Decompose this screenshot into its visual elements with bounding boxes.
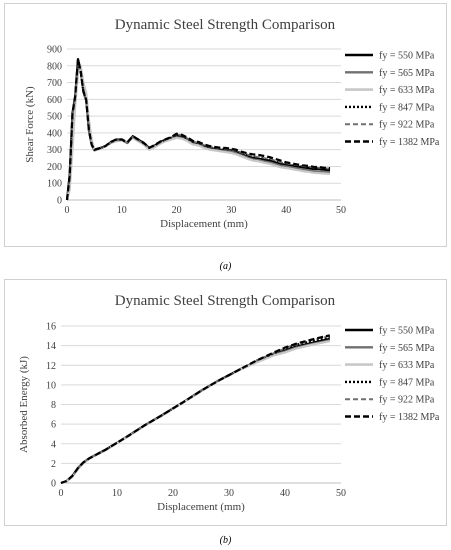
chart-title: Dynamic Steel Strength Comparison <box>115 17 336 33</box>
x-tick-label: 50 <box>336 205 346 216</box>
legend-entry: fy = 633 MPa <box>379 360 435 371</box>
y-tick-label: 0 <box>57 196 62 207</box>
x-tick-label: 20 <box>168 488 178 499</box>
y-tick-label: 2 <box>51 459 56 470</box>
legend-entry: fy = 633 MPa <box>379 85 435 96</box>
series-line-3 <box>65 64 331 201</box>
series-line-3 <box>60 340 331 485</box>
series-line-1 <box>60 337 331 485</box>
legend-entry: fy = 565 MPa <box>379 343 435 354</box>
y-tick-label: 16 <box>46 322 56 333</box>
absorbed-energy-chart: Dynamic Steel Strength Comparison 0 2 4 6 8 10… <box>18 293 440 513</box>
legend-entry: fy = 847 MPa <box>379 377 435 388</box>
caption-a: (a) <box>219 261 232 272</box>
y-axis-label: Shear Force (kN) <box>24 86 36 163</box>
series-line-4 <box>60 335 331 484</box>
x-tick-label: 10 <box>112 488 122 499</box>
series-line-4 <box>66 58 331 201</box>
series-line-5 <box>66 59 331 201</box>
shear-force-chart: Dynamic Steel Strength Comparison0100200… <box>24 17 440 230</box>
y-tick-label: 500 <box>47 112 62 123</box>
legend-entry: fy = 922 MPa <box>379 120 435 131</box>
y-tick-label: 300 <box>47 145 62 156</box>
x-tick-label: 40 <box>281 205 291 216</box>
y-tick-label: 700 <box>47 78 62 89</box>
series-line-2 <box>60 339 331 484</box>
x-tick-label: 10 <box>117 205 127 216</box>
legend-entry: fy = 1382 MPa <box>379 412 440 423</box>
legend-entry: fy = 550 MPa <box>379 326 435 337</box>
y-tick-label: 0 <box>51 479 56 490</box>
chart-panel-absorbed-energy: Dynamic Steel Strength Comparison 0 2 4 6 8 10… <box>4 279 447 526</box>
x-tick-label: 30 <box>224 488 234 499</box>
y-tick-label: 400 <box>47 128 62 139</box>
legend-entry: fy = 1382 MPa <box>379 137 440 148</box>
x-tick-label: 30 <box>226 205 236 216</box>
legend-entry: fy = 847 MPa <box>379 102 435 113</box>
series-line-1 <box>65 57 331 201</box>
x-tick-label: 0 <box>65 205 70 216</box>
chart-title: Dynamic Steel Strength Comparison <box>115 293 336 309</box>
y-tick-label: 6 <box>51 420 56 431</box>
series-line-6 <box>65 58 331 201</box>
x-tick-label: 0 <box>59 488 64 499</box>
series-line-5 <box>60 335 330 484</box>
x-tick-label: 40 <box>280 488 290 499</box>
x-axis-label: Displacement (mm) <box>157 501 245 513</box>
legend-entry: fy = 550 MPa <box>379 51 435 62</box>
y-tick-label: 10 <box>46 380 56 391</box>
y-tick-label: 900 <box>47 45 62 56</box>
x-tick-label: 50 <box>336 488 346 499</box>
y-tick-label: 12 <box>46 361 56 372</box>
x-axis-label: Displacement (mm) <box>160 218 248 230</box>
y-tick-label: 800 <box>47 61 62 72</box>
y-tick-label: 8 <box>51 400 56 411</box>
y-tick-label: 200 <box>47 162 62 173</box>
y-tick-label: 100 <box>47 179 62 190</box>
caption-b: (b) <box>219 535 232 546</box>
y-tick-label: 4 <box>51 439 56 450</box>
chart-panel-shear-force: Dynamic Steel Strength Comparison 0 100 200… <box>4 3 447 247</box>
legend-entry: fy = 922 MPa <box>379 395 435 406</box>
x-tick-label: 20 <box>172 205 182 216</box>
y-tick-label: 600 <box>47 95 62 106</box>
legend-entry: fy = 565 MPa <box>379 68 435 79</box>
y-axis-label: Absorbed Energy (kJ) <box>18 356 30 453</box>
series-line-6 <box>60 334 331 485</box>
y-tick-label: 14 <box>46 341 56 352</box>
